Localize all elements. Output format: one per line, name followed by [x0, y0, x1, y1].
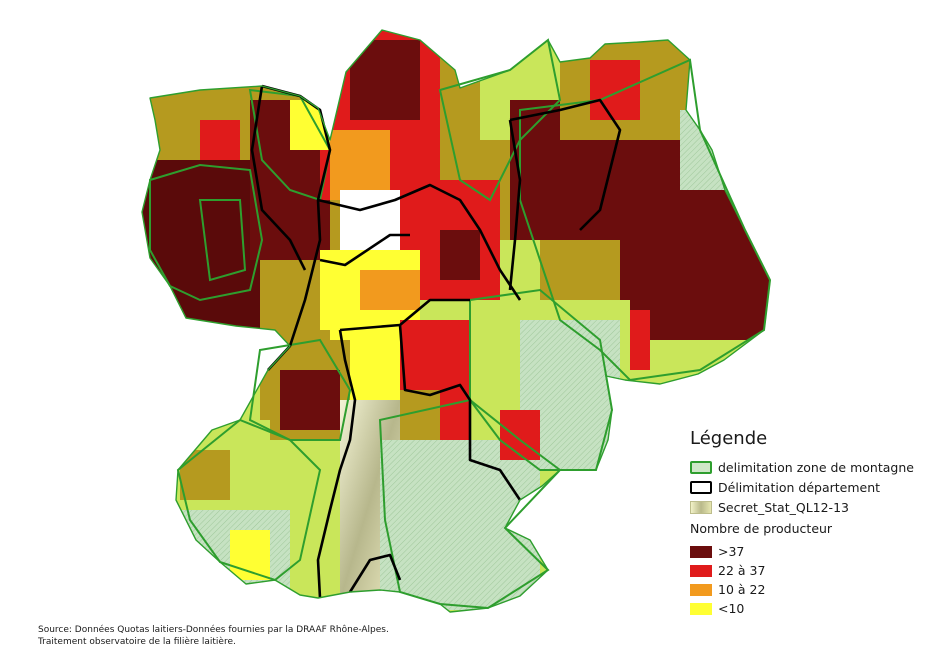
- map-zone: [400, 320, 470, 390]
- map-zone: [280, 370, 340, 430]
- legend-title: Légende: [690, 428, 768, 449]
- map-legend: Légende delimitation zone de montagne Dé…: [690, 428, 930, 618]
- montagne-outline: [198, 199, 247, 282]
- map-zone: [590, 60, 640, 120]
- source-note: Source: Données Quotas laitiers-Données …: [38, 625, 389, 647]
- map-zone: [440, 230, 480, 280]
- legend-class: 10 à 22: [690, 580, 930, 599]
- legend-class: 22 à 37: [690, 561, 930, 580]
- departement-outline: [509, 98, 622, 231]
- map-zone: [180, 450, 230, 500]
- legend-item-secret: Secret_Stat_QL12-13: [690, 497, 930, 517]
- legend-label: Secret_Stat_QL12-13: [718, 499, 849, 515]
- departement-outline: [317, 183, 522, 301]
- departement-swatch: [690, 480, 712, 494]
- departement-boundaries: [141, 29, 771, 613]
- montagne-swatch: [690, 460, 712, 474]
- legend-label: <10: [718, 601, 745, 616]
- legend-class: >37: [690, 542, 930, 561]
- map-zone: [340, 190, 400, 250]
- legend-label: 22 à 37: [718, 563, 766, 578]
- class-swatch: [690, 564, 712, 577]
- region-outline: [141, 29, 771, 613]
- class-swatch: [690, 602, 712, 615]
- montagne-outline: [176, 418, 322, 582]
- departement-outline: [250, 85, 307, 271]
- legend-item-montagne: delimitation zone de montagne: [690, 457, 930, 477]
- departement-outline: [348, 553, 402, 593]
- map-zone: [360, 270, 420, 310]
- secret-swatch: [690, 500, 712, 514]
- legend-subtitle: Nombre de producteur: [690, 521, 833, 536]
- departement-outline: [508, 119, 522, 291]
- map-zone: [200, 120, 240, 160]
- montagne-outline: [519, 58, 772, 382]
- map-zone: [350, 40, 420, 120]
- montagne-outline: [248, 338, 352, 441]
- class-swatch: [690, 583, 712, 596]
- departement-outline: [319, 233, 410, 267]
- departement-outline: [316, 329, 357, 599]
- departement-outline: [339, 298, 470, 332]
- class-swatch: [690, 545, 712, 558]
- legend-label: Délimitation département: [718, 479, 881, 495]
- departement-outline: [398, 324, 522, 501]
- legend-item-departement: Délimitation département: [690, 477, 930, 497]
- montagne-outline: [149, 163, 264, 302]
- map-zone: [500, 410, 540, 460]
- legend-label: delimitation zone de montagne: [718, 459, 914, 475]
- map-zone: [142, 160, 260, 340]
- legend-label: 10 à 22: [718, 582, 766, 597]
- legend-label: >37: [718, 544, 745, 559]
- legend-class: <10: [690, 599, 930, 618]
- map-zone: [380, 440, 540, 610]
- map-zone: [330, 130, 390, 200]
